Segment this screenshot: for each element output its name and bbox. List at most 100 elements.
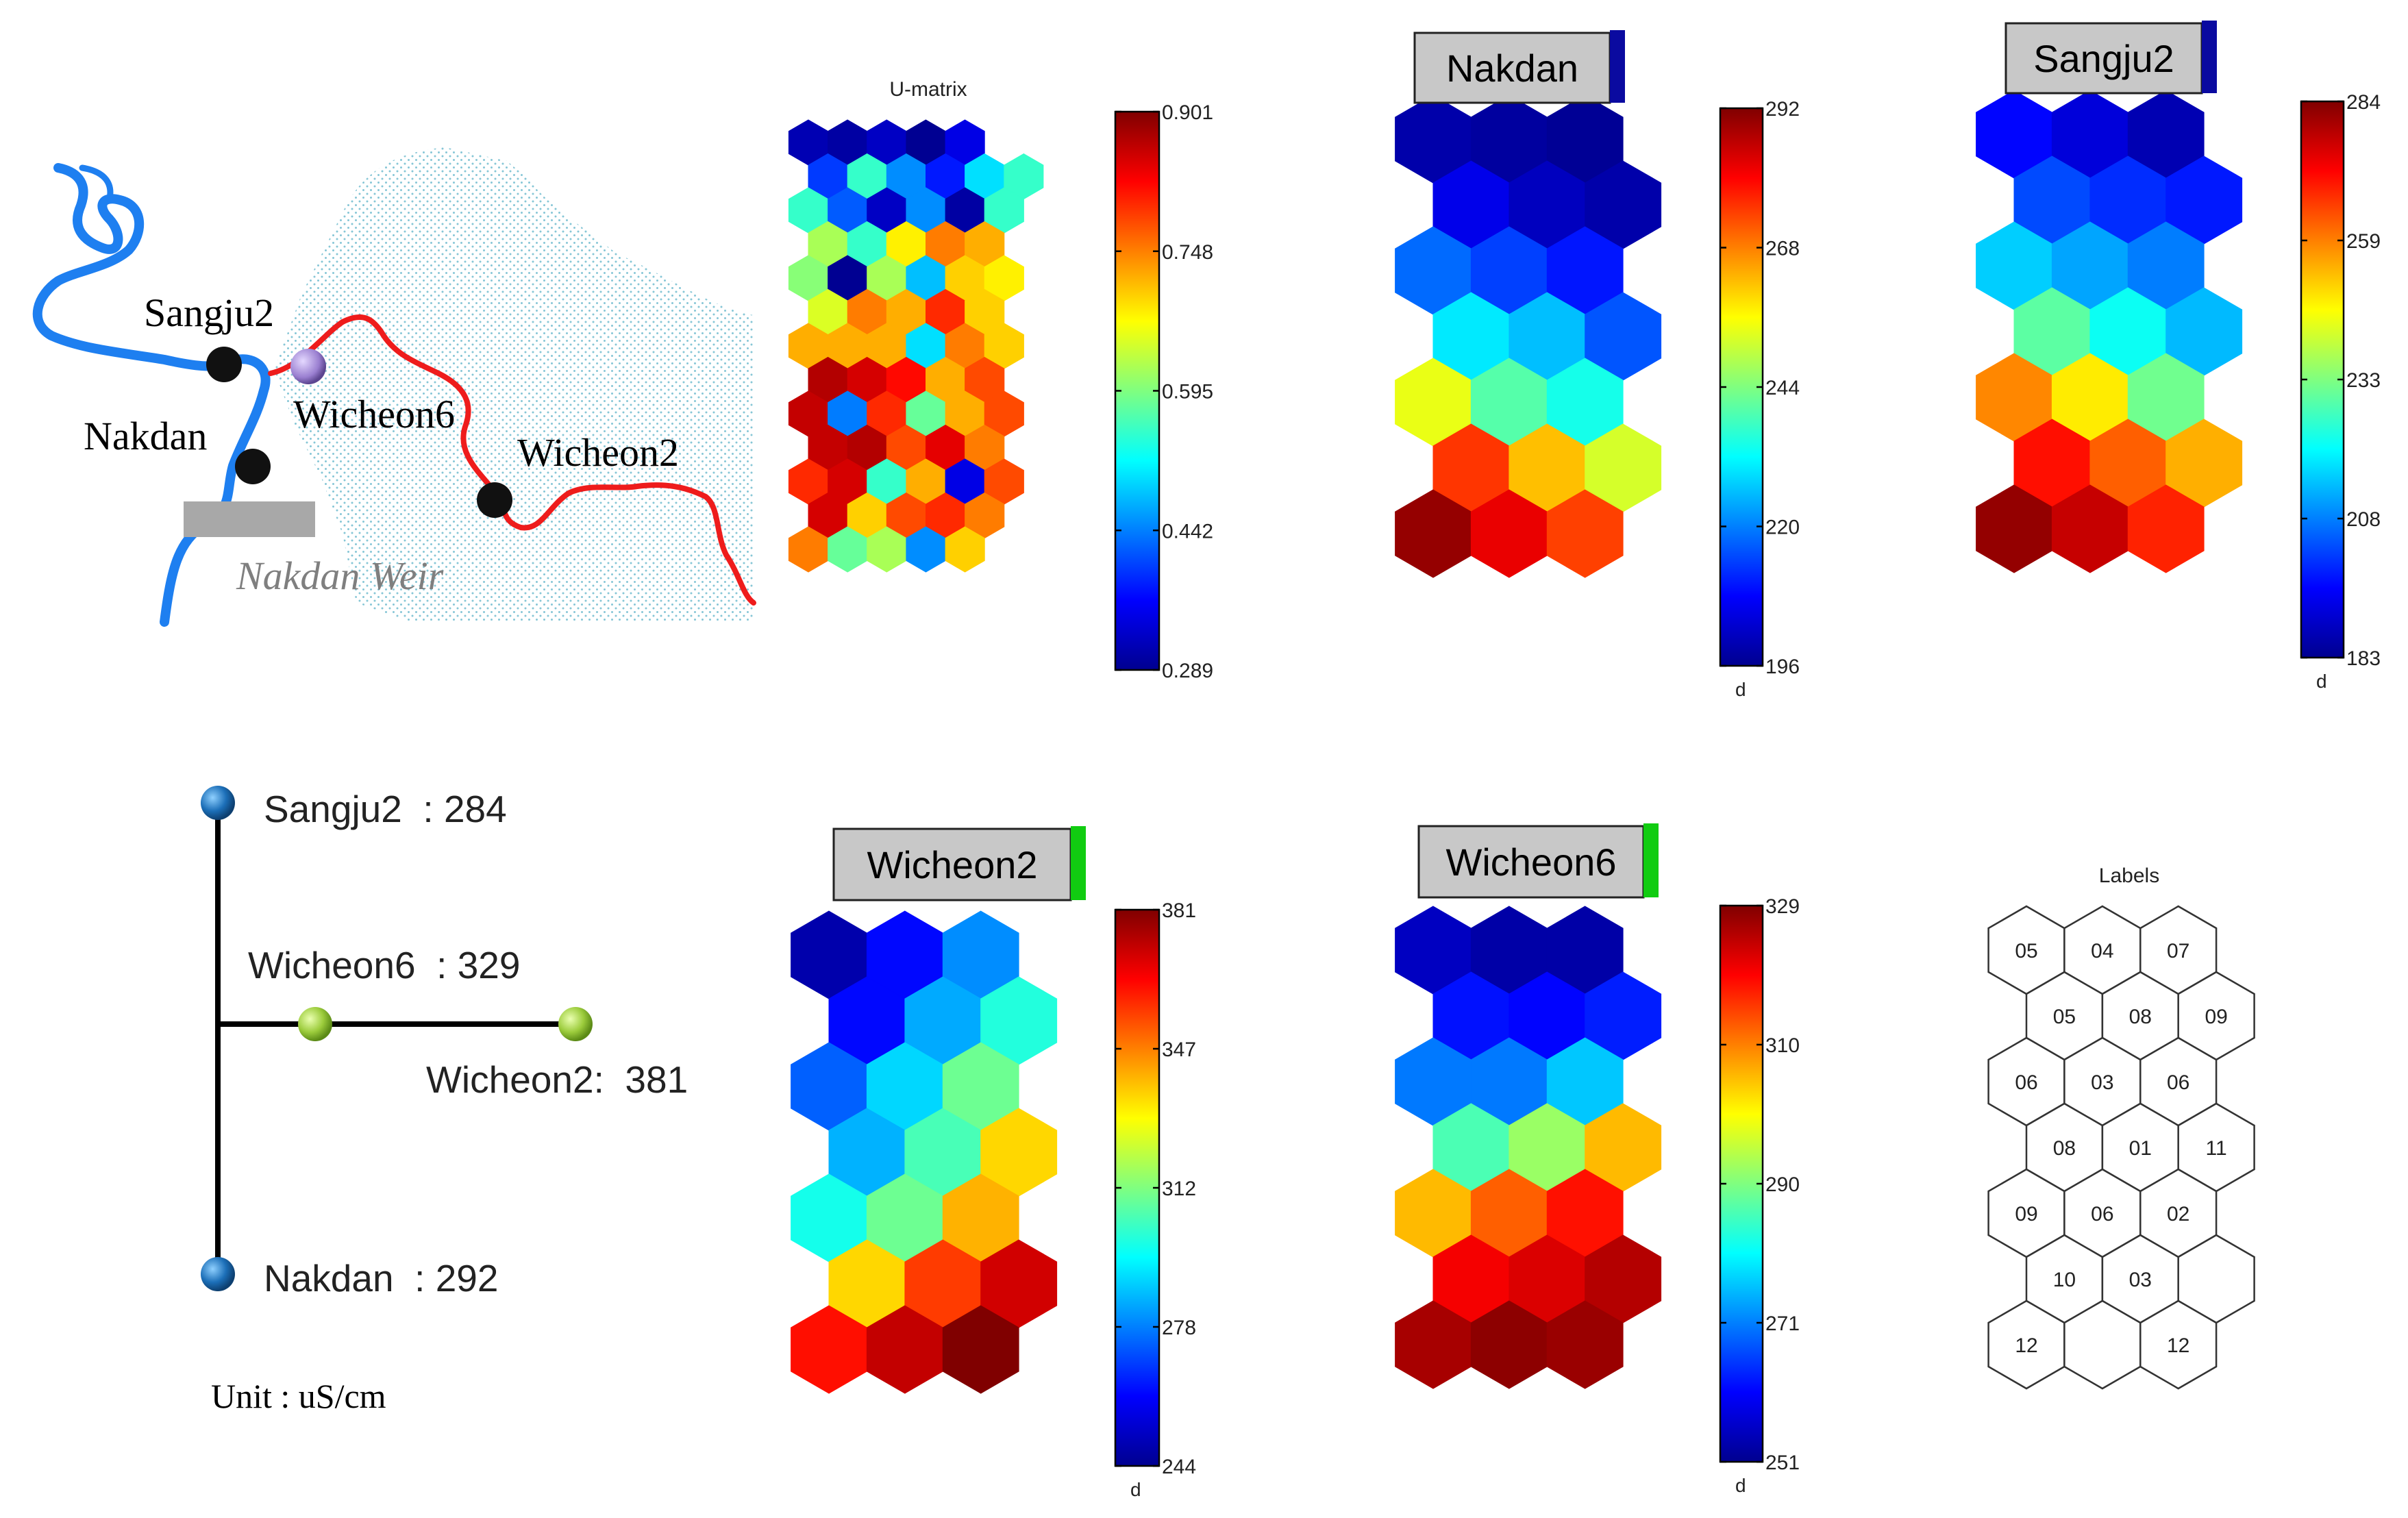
- colorbar-unit: d: [2316, 671, 2327, 692]
- hex-cell: [942, 1305, 1019, 1394]
- hex-cell: [2139, 1299, 2218, 1390]
- title-badge: [2004, 22, 2203, 95]
- colorbar-unit: d: [1735, 679, 1746, 700]
- chart-title: U-matrix: [889, 78, 967, 101]
- colorbar-tick-label: 0.289: [1162, 660, 1213, 682]
- node-wicheon6: [298, 1007, 332, 1041]
- som-component-planes: U-matrix 0.901 0.748 0.595 0.442 0.289 Nakdan 2…: [788, 21, 2381, 1500]
- hex-label: 09: [2015, 1203, 2037, 1225]
- title-badge-marker: [1071, 826, 1086, 900]
- panel-labels: 05 04 07 05 08 09 06 03 06 08 01 11 09 06 02 10 03 12 12 La…: [1987, 864, 2255, 1390]
- node-wicheon2: [558, 1007, 593, 1041]
- panel-wicheon2: Wicheon2 381 347 312 278 244 d: [791, 826, 1196, 1500]
- map-label-wicheon2: Wicheon2: [517, 430, 679, 475]
- hex-label: 01: [2129, 1137, 2152, 1160]
- colorbar-tick-label: 233: [2346, 369, 2381, 392]
- hex-label: 03: [2091, 1071, 2113, 1094]
- node-sangju2: [201, 786, 235, 820]
- colorbar-tick-label: 196: [1765, 656, 1800, 678]
- panel-sangju2: Sangju2 284 259 233 208 183 d: [1976, 21, 2381, 692]
- colorbar: [1114, 110, 1160, 671]
- colorbar-tick-label: 183: [2346, 647, 2381, 670]
- colorbar-tick-label: 268: [1765, 238, 1800, 260]
- hex-label: 12: [2167, 1334, 2189, 1357]
- hex-label: 10: [2053, 1269, 2076, 1291]
- colorbar: [1719, 107, 1764, 667]
- chart-title: Wicheon6: [1445, 841, 1616, 884]
- title-badge-marker: [1643, 823, 1659, 897]
- hex-label: 06: [2015, 1071, 2037, 1094]
- colorbar-tick-label: 290: [1765, 1173, 1800, 1196]
- colorbar-tick-label: 0.595: [1162, 381, 1213, 403]
- hex-cell: [945, 526, 985, 573]
- chart-title: Wicheon2: [867, 843, 1037, 886]
- map-label-sangju2: Sangju2: [144, 290, 274, 335]
- colorbar-tick-label: 284: [2346, 91, 2381, 114]
- nakdan-weir-bar: [184, 501, 315, 537]
- station-nakdan: [235, 449, 271, 484]
- hex-label: 12: [2015, 1334, 2037, 1357]
- label-wicheon6-value: Wicheon6 : 329: [248, 944, 520, 986]
- colorbar-tick-label: 259: [2346, 230, 2381, 253]
- hex-label: 06: [2167, 1071, 2189, 1094]
- colorbar-tick-label: 244: [1162, 1456, 1196, 1478]
- colorbar-tick-label: 220: [1765, 517, 1800, 539]
- hex-label: 07: [2167, 940, 2189, 962]
- map-label-nakdan: Nakdan: [84, 414, 207, 458]
- colorbar-tick-label: 310: [1765, 1034, 1800, 1057]
- station-wicheon2: [477, 482, 512, 518]
- label-wicheon2-value: Wicheon2: 381: [426, 1058, 688, 1101]
- title-badge: [1413, 32, 1611, 104]
- colorbar-tick-label: 271: [1765, 1312, 1800, 1335]
- chart-title: Sangju2: [2033, 37, 2174, 80]
- hex-label: 02: [2167, 1203, 2189, 1225]
- station-wicheon6: [290, 349, 326, 384]
- colorbar: [1114, 908, 1160, 1467]
- hex-label: 11: [2206, 1137, 2227, 1160]
- colorbar-tick-label: 251: [1765, 1452, 1800, 1474]
- colorbar-tick-label: 244: [1765, 377, 1800, 399]
- hex-label: 05: [2015, 940, 2037, 962]
- colorbar-tick-label: 329: [1765, 895, 1800, 918]
- colorbar: [1719, 904, 1764, 1463]
- node-nakdan: [201, 1257, 235, 1291]
- colorbar-unit: d: [1735, 1475, 1746, 1496]
- nakdong-river: [32, 163, 271, 627]
- hex-label: 08: [2053, 1137, 2076, 1160]
- hex-label: 04: [2091, 940, 2113, 962]
- title-badge-marker: [1610, 30, 1625, 103]
- panel-wicheon6: Wicheon6 329 310 290 271 251 d: [1395, 823, 1800, 1496]
- hex-cell: [2127, 484, 2205, 573]
- station-sangju2: [206, 347, 242, 382]
- colorbar-tick-label: 381: [1162, 899, 1196, 922]
- hex-label: 09: [2205, 1006, 2227, 1028]
- unit-label: Unit : uS/cm: [211, 1377, 386, 1415]
- colorbar-tick-label: 0.901: [1162, 101, 1213, 124]
- title-badge: [832, 828, 1072, 901]
- hex-cell: [1546, 1300, 1624, 1389]
- hex-label: 05: [2053, 1006, 2076, 1028]
- colorbar-tick-label: 278: [1162, 1317, 1196, 1339]
- map-label-nakdan-weir: Nakdan Weir: [236, 553, 444, 598]
- hex-cell: [1546, 489, 1624, 578]
- chart-title: Labels: [2099, 864, 2159, 887]
- station-schematic: Sangju2 : 284 Wicheon6 : 329 Wicheon2: 3…: [201, 786, 688, 1415]
- colorbar-tick-label: 292: [1765, 98, 1800, 121]
- label-sangju2-value: Sangju2 : 284: [264, 788, 507, 830]
- chart-title: Nakdan: [1446, 47, 1578, 90]
- panel-u-matrix: U-matrix 0.901 0.748 0.595 0.442 0.289: [788, 78, 1213, 682]
- panel-nakdan: Nakdan 292 268 244 220 196 d: [1395, 30, 1800, 700]
- colorbar-tick-label: 312: [1162, 1178, 1196, 1200]
- hex-label: 06: [2091, 1203, 2113, 1225]
- map-label-wicheon6: Wicheon6: [293, 392, 455, 436]
- title-badge: [1417, 825, 1645, 899]
- terrain-area: [274, 147, 754, 622]
- colorbar: [2300, 100, 2345, 659]
- colorbar-tick-label: 347: [1162, 1038, 1196, 1061]
- colorbar-unit: d: [1130, 1479, 1141, 1500]
- title-badge-marker: [2202, 21, 2217, 93]
- colorbar-tick-label: 0.442: [1162, 520, 1213, 543]
- colorbar-tick-label: 0.748: [1162, 241, 1213, 264]
- hex-label: 03: [2129, 1269, 2152, 1291]
- label-nakdan-value: Nakdan : 292: [264, 1257, 498, 1299]
